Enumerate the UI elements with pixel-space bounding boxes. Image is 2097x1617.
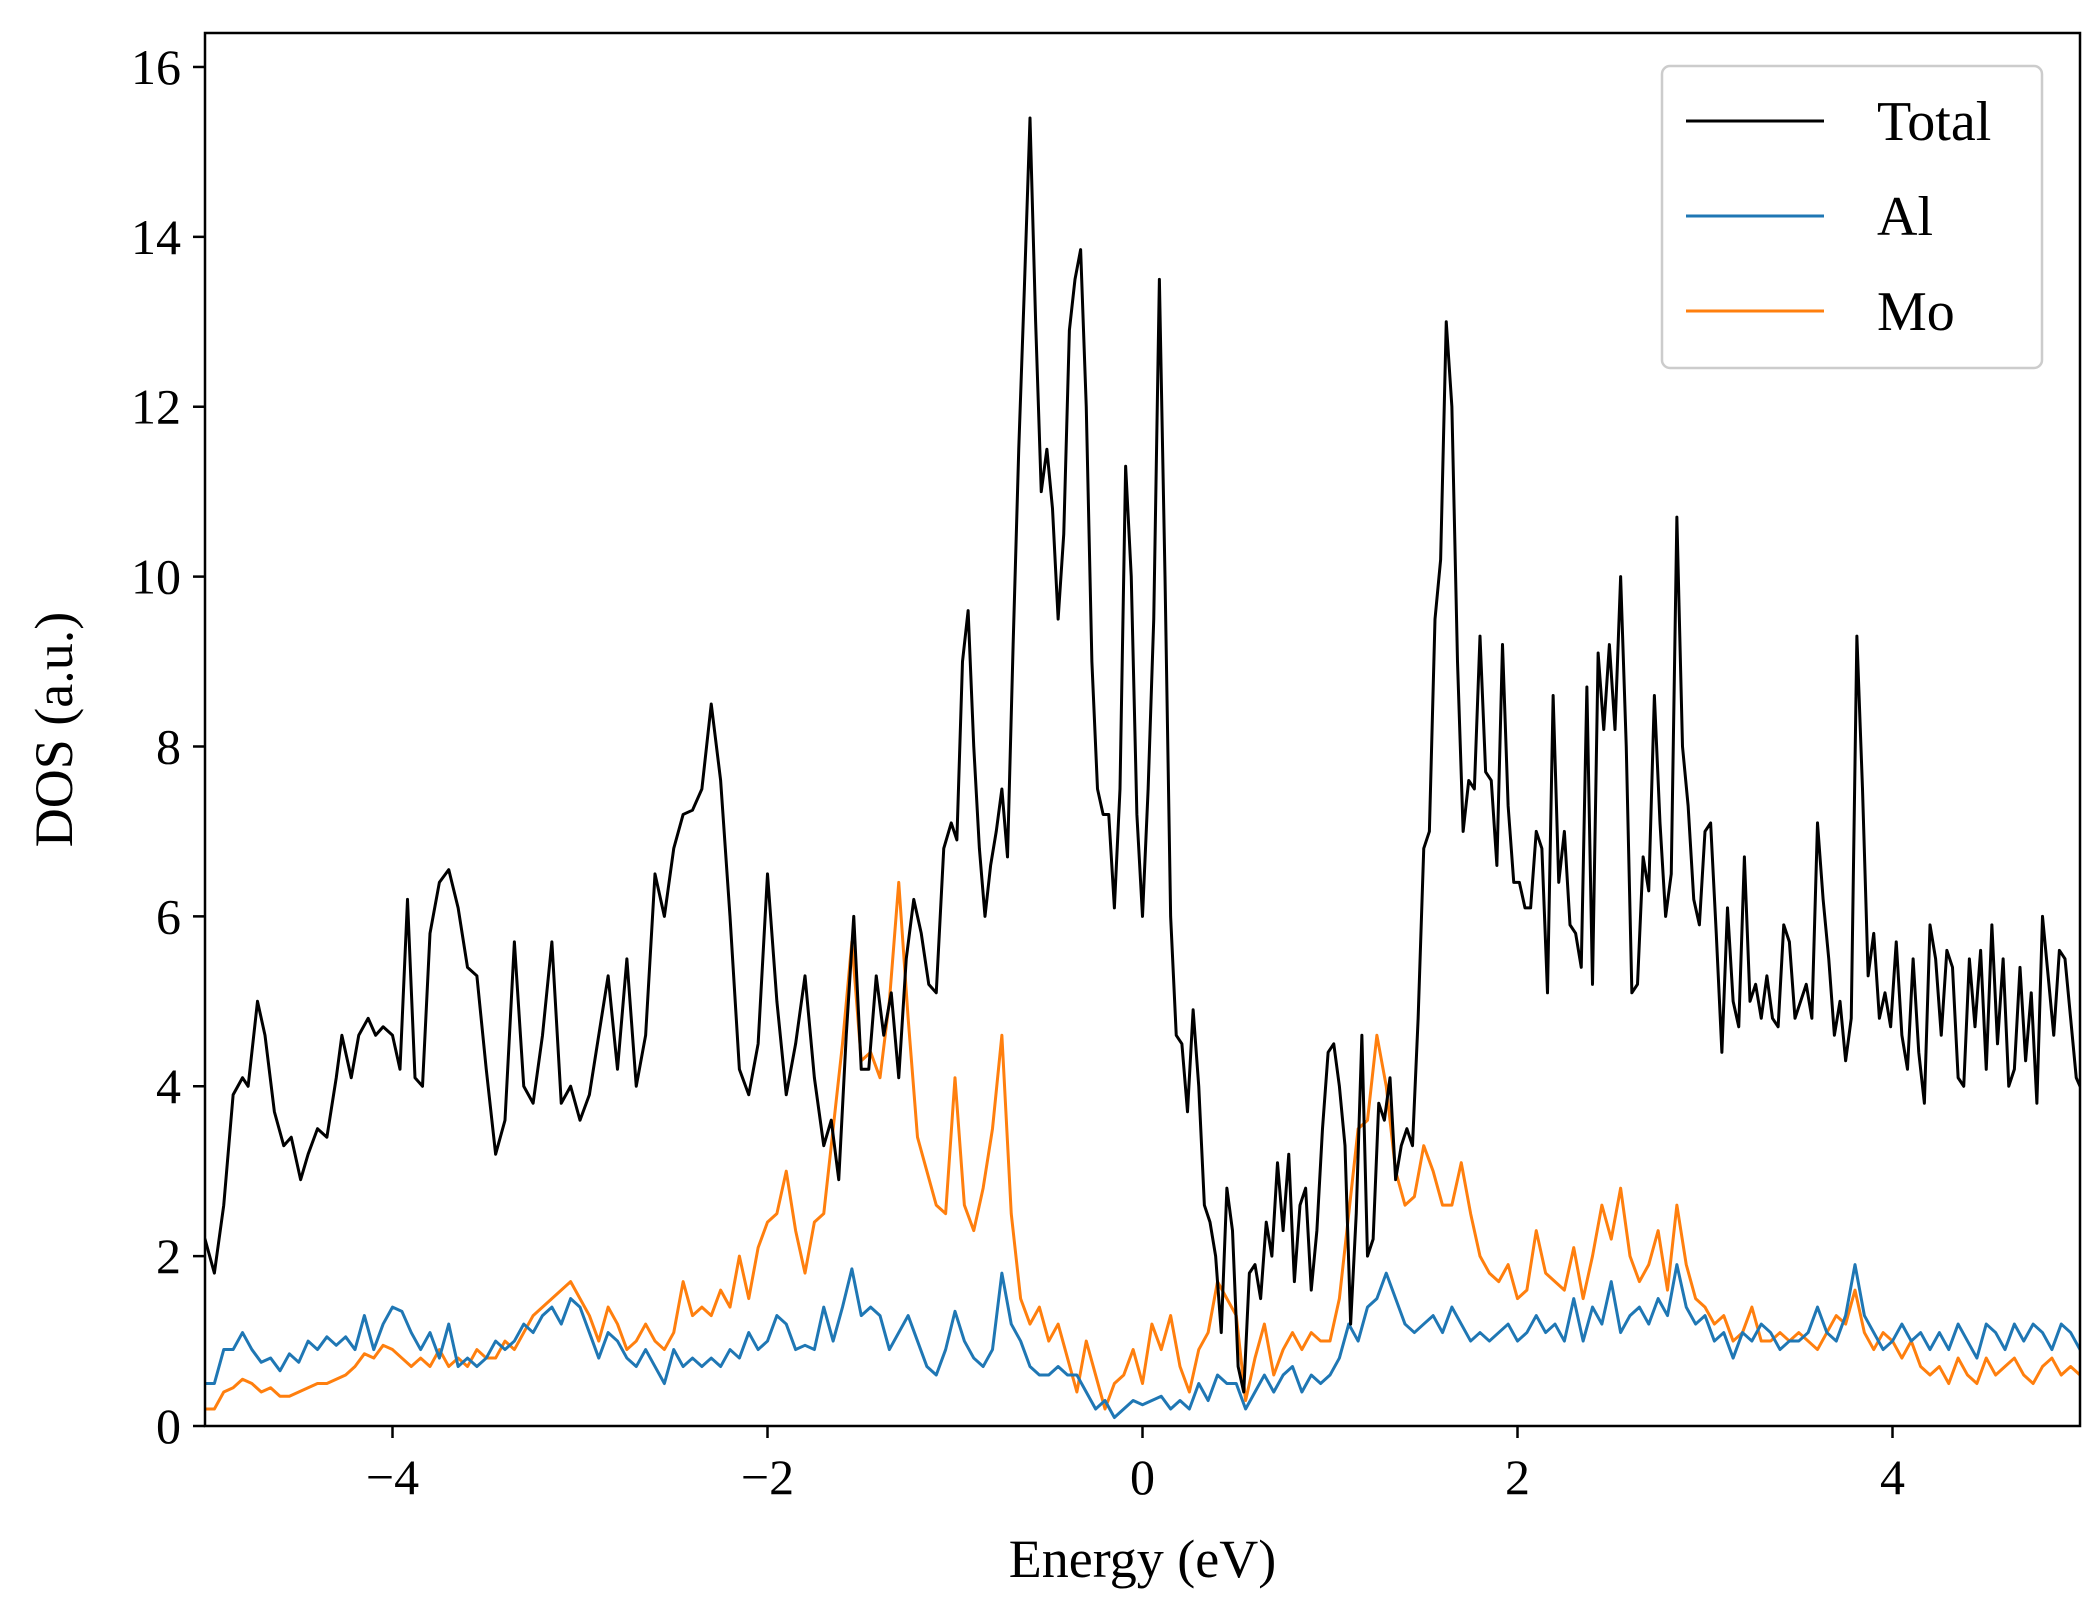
y-tick-label: 0: [156, 1398, 181, 1454]
x-axis-label: Energy (eV): [1009, 1529, 1276, 1589]
y-tick-label: 12: [131, 379, 181, 435]
legend-label-total: Total: [1877, 91, 1991, 153]
series-layer: [205, 116, 2080, 1420]
y-tick-label: 6: [156, 888, 181, 944]
y-tick-label: 2: [156, 1228, 181, 1284]
x-tick-label: 4: [1880, 1449, 1905, 1505]
x-tick-label: −4: [366, 1449, 419, 1505]
series-line-total: [205, 116, 2080, 1394]
x-tick-label: 2: [1505, 1449, 1530, 1505]
x-tick-label: −2: [741, 1449, 794, 1505]
x-axis-ticks: −4 −2 0 2 4: [366, 1426, 1905, 1505]
y-tick-label: 16: [131, 39, 181, 95]
y-tick-label: 14: [131, 209, 181, 265]
y-tick-label: 10: [131, 549, 181, 605]
y-tick-label: 8: [156, 718, 181, 774]
legend-box: [1660, 64, 2044, 370]
y-axis-ticks: 0 2 4 6 8 10 12 14 16: [131, 39, 205, 1454]
series-line-al: [205, 1263, 2080, 1420]
y-axis-label: DOS (a.u.): [24, 612, 84, 847]
legend-label-mo: Mo: [1877, 281, 1955, 343]
legend: Total Al Mo: [1660, 64, 2044, 370]
y-tick-label: 4: [156, 1058, 181, 1114]
series-line-mo: [205, 880, 2080, 1411]
legend-label-al: Al: [1877, 186, 1933, 248]
x-tick-label: 0: [1130, 1449, 1155, 1505]
